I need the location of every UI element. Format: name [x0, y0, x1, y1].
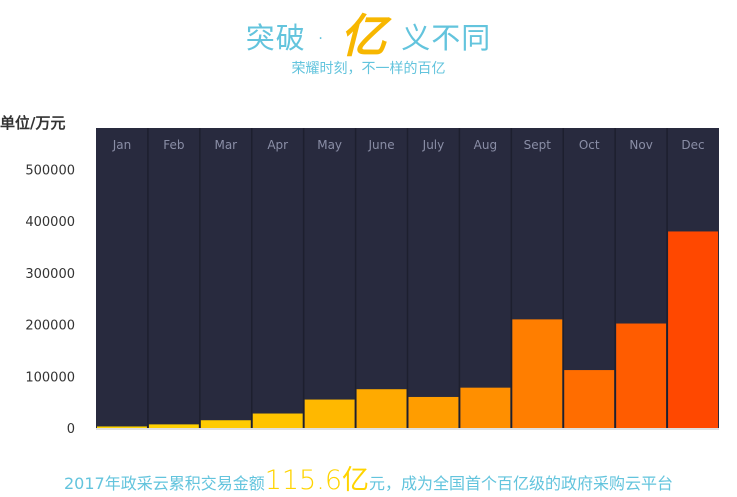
y-tick-label: 200000 [25, 319, 75, 334]
title-left: 突破 · [245, 21, 327, 55]
bar-nov [616, 323, 667, 428]
bar-mar [200, 420, 251, 428]
x-tick-label: Mar [214, 138, 237, 152]
bar-aug [460, 387, 511, 428]
x-tick-label: Feb [163, 138, 184, 152]
y-tick-label: 300000 [25, 267, 75, 282]
footer-suffix: 元，成为全国首个百亿级的政府采购云平台 [369, 474, 674, 493]
x-tick-label: Sept [524, 138, 552, 152]
x-tick-label: May [317, 138, 342, 152]
bar-jan [97, 426, 147, 428]
title-right: 义不同 [401, 21, 492, 55]
bar-may [304, 399, 355, 428]
footer-caption: 2017年政采云累积交易金额115.6亿元，成为全国首个百亿级的政府采购云平台 [0, 458, 737, 497]
y-tick-label: 400000 [25, 215, 75, 230]
x-tick-label: Dec [681, 138, 704, 152]
x-tick-label: Nov [629, 138, 652, 152]
x-tick-label: Apr [267, 138, 288, 152]
y-tick-label: 100000 [25, 370, 75, 385]
bar-feb [148, 424, 199, 428]
y-tick-label: 0 [67, 422, 75, 437]
x-tick-label: July [422, 138, 445, 152]
chart-subtitle: 荣耀时刻，不一样的百亿 [291, 61, 446, 77]
x-tick-label: Aug [474, 138, 497, 152]
footer-amount: 115.6亿 [264, 465, 369, 496]
y-axis-label: 单位/万元 [0, 114, 66, 132]
bar-oct [564, 370, 615, 428]
x-tick-label: June [367, 138, 394, 152]
x-tick-label: Jan [112, 138, 132, 152]
bar-june [356, 389, 407, 428]
x-tick-label: Oct [579, 138, 600, 152]
bar-july [408, 396, 459, 428]
bar-sept [512, 319, 563, 428]
chart-title: 突破 · 亿 义不同 [0, 9, 737, 63]
title-highlight: 亿 [340, 9, 388, 63]
footer-prefix: 2017年政采云累积交易金额 [63, 474, 265, 493]
bar-dec [668, 231, 718, 428]
bar-apr [252, 413, 303, 428]
y-tick-label: 500000 [25, 163, 75, 178]
